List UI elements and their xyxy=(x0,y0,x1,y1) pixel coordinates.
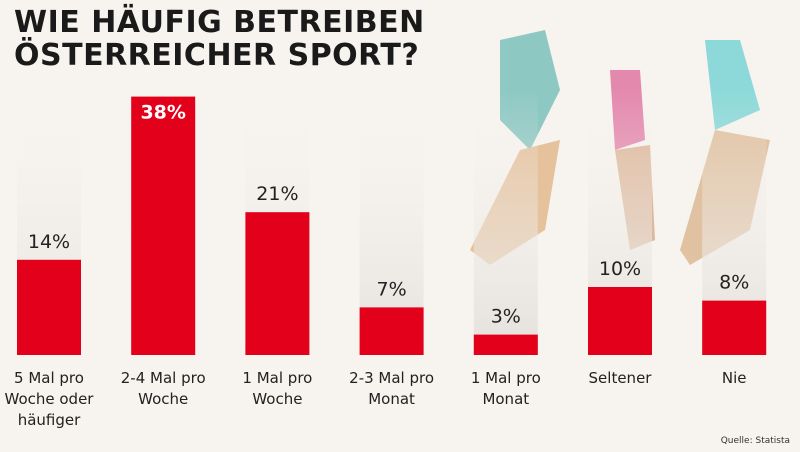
value-label: 3% xyxy=(491,306,521,328)
value-label: 21% xyxy=(256,183,298,205)
x-tick-label: 1 Mal pro Woche xyxy=(242,369,313,408)
bar xyxy=(17,259,81,355)
bar xyxy=(588,287,652,355)
x-tick-label: Nie xyxy=(721,369,747,387)
bar-background xyxy=(473,90,538,355)
value-label: 38% xyxy=(140,102,185,124)
x-tick-label: 2-3 Mal pro Monat xyxy=(349,369,435,408)
chart-title: WIE HÄUFIG BETREIBEN ÖSTERREICHER SPORT? xyxy=(14,5,425,73)
bar xyxy=(702,300,767,355)
x-tick-label: Seltener xyxy=(588,369,652,387)
value-label: 8% xyxy=(719,272,749,294)
value-label: 7% xyxy=(377,278,407,300)
value-label: 14% xyxy=(28,231,70,253)
bar xyxy=(245,212,310,355)
bar xyxy=(131,96,196,355)
bar xyxy=(473,334,538,355)
x-tick-label: 5 Mal pro Woche oder häufiger xyxy=(4,369,94,429)
value-label: 10% xyxy=(599,258,641,280)
x-tick-label: 2-4 Mal pro Woche xyxy=(120,369,206,408)
x-tick-label: 1 Mal pro Monat xyxy=(470,369,541,408)
source-note: Quelle: Statista xyxy=(720,436,790,446)
bar xyxy=(359,307,424,355)
